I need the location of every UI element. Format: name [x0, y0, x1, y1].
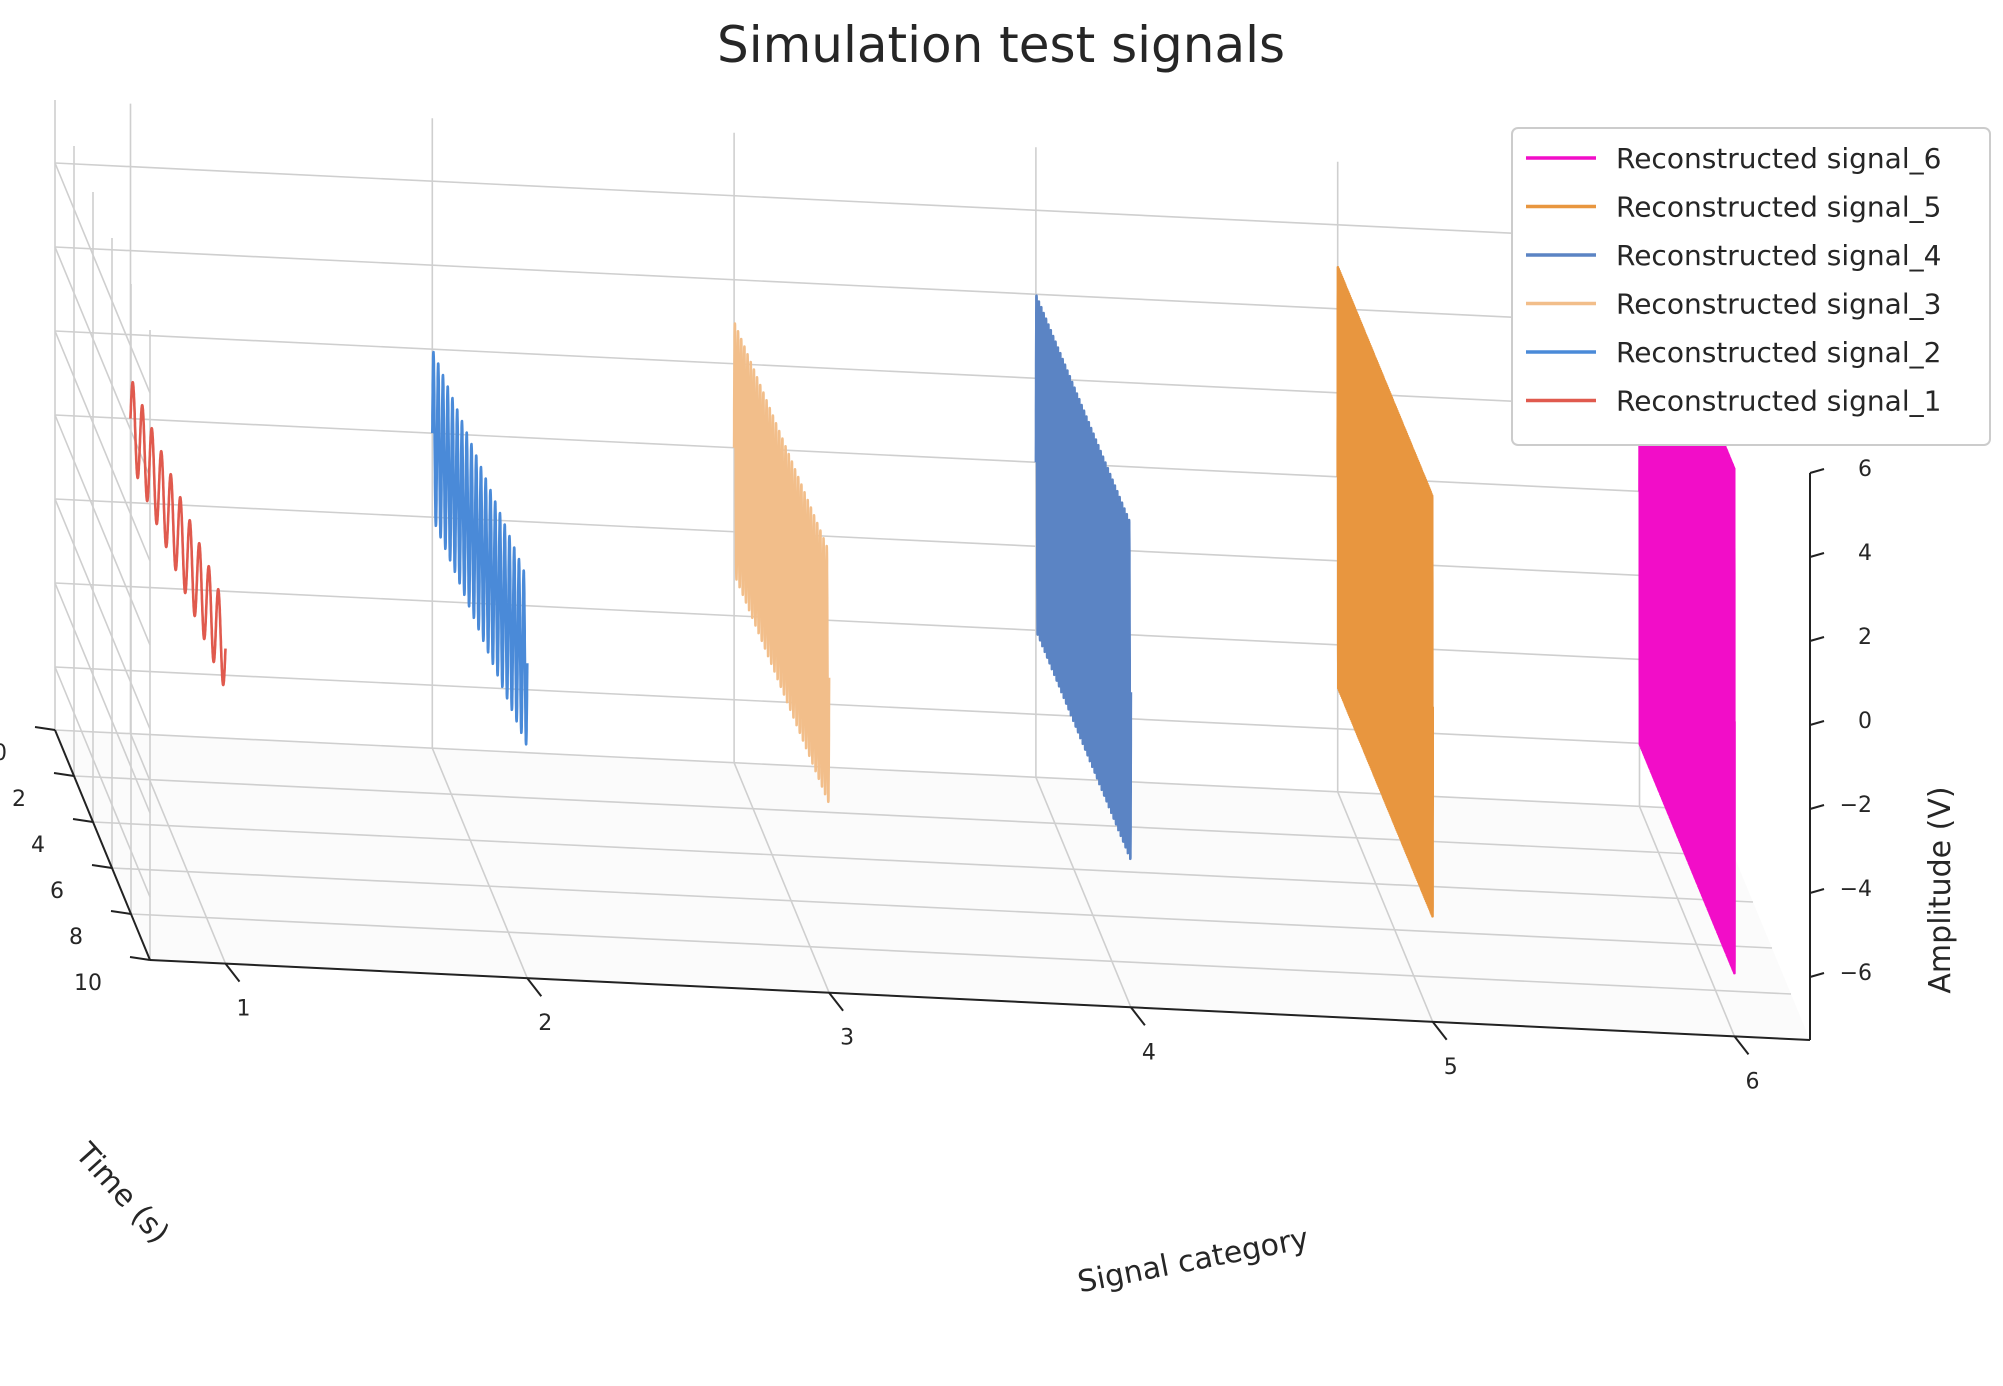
- z-tick-label: 2: [1858, 625, 1872, 650]
- x-tick: [224, 962, 241, 983]
- backwall-gridline-z: [54, 414, 1716, 496]
- floor-gridline-x: [1336, 791, 1434, 1023]
- y-tick-label: 8: [69, 925, 83, 950]
- x-tick: [526, 977, 543, 997]
- z-tick: [1809, 720, 1825, 726]
- sidewall-gridline-z: [54, 330, 151, 562]
- z-tick-label: −4: [1840, 877, 1872, 902]
- floor-gridline-y: [111, 867, 1773, 949]
- series-line-5: [1336, 266, 1434, 918]
- y-axis-label: Time (s): [68, 1136, 176, 1251]
- x-tick-label: 6: [1746, 1069, 1760, 1094]
- sidewall-gridline-z: [54, 666, 151, 898]
- backwall-gridline-z: [54, 162, 1716, 244]
- floor-gridline-y: [92, 821, 1754, 903]
- sidewall-gridline-z: [54, 414, 151, 646]
- axes-group: 12345602468106420−2−4−6: [0, 457, 1872, 1094]
- z-axis-label: Amplitude (V): [1923, 786, 1958, 993]
- z-tick-label: 0: [1858, 709, 1872, 734]
- floor-pane: [55, 730, 1810, 1040]
- chart-title: Simulation test signals: [717, 16, 1285, 74]
- y-tick: [110, 910, 132, 915]
- legend-label: Reconstructed signal_6: [1616, 142, 1941, 175]
- z-tick: [1809, 468, 1825, 474]
- floor-gridline-x: [1035, 776, 1132, 1008]
- legend-label: Reconstructed signal_3: [1616, 288, 1941, 321]
- backwall-gridline-z: [54, 246, 1716, 328]
- x-axis-label: Signal category: [1075, 1221, 1312, 1300]
- floor-gridline-x: [129, 733, 227, 964]
- z-tick-label: −6: [1840, 961, 1872, 986]
- x-axis-line: [149, 959, 1811, 1041]
- sidewall-gridline-z: [54, 498, 151, 730]
- sidewall-gridline-z: [54, 582, 151, 814]
- y-tick: [34, 726, 56, 731]
- z-tick-label: 6: [1858, 457, 1872, 482]
- legend: Reconstructed signal_6 Reconstructed sign…: [1511, 127, 1991, 446]
- y-tick: [129, 956, 151, 961]
- x-tick: [1130, 1006, 1146, 1026]
- series-line-1: [129, 380, 227, 687]
- legend-label: Reconstructed signal_2: [1616, 336, 1941, 369]
- x-tick: [1733, 1035, 1750, 1056]
- floor-gridline-y: [73, 775, 1735, 857]
- z-tick: [1809, 972, 1825, 978]
- x-tick-label: 2: [538, 1011, 552, 1036]
- floor-gridline-y: [130, 913, 1792, 995]
- z-tick-label: −2: [1840, 793, 1872, 818]
- floor-gridline-x: [733, 762, 830, 994]
- backwall-gridline-z: [54, 666, 1716, 748]
- y-tick: [91, 864, 113, 869]
- z-tick: [1809, 552, 1825, 558]
- legend-frame: [1511, 127, 1991, 446]
- y-tick-label: 2: [12, 787, 26, 812]
- y-axis-line: [54, 729, 151, 961]
- floor-gridline-y: [54, 729, 1716, 811]
- series-line-2: [431, 350, 529, 746]
- legend-label: Reconstructed signal_4: [1616, 239, 1941, 272]
- legend-label: Reconstructed signal_1: [1616, 385, 1941, 418]
- series-line-4: [1034, 294, 1133, 861]
- backwall-gridline-z: [54, 498, 1716, 580]
- x-tick: [828, 992, 844, 1012]
- y-tick-label: 10: [74, 971, 102, 996]
- x-tick-label: 4: [1142, 1040, 1156, 1065]
- axis-panes: [55, 730, 1810, 1040]
- y-tick-label: 0: [0, 741, 7, 766]
- y-tick: [72, 818, 94, 823]
- z-tick: [1809, 888, 1825, 894]
- legend-label: Reconstructed signal_5: [1616, 191, 1941, 224]
- z-tick: [1809, 636, 1825, 642]
- y-tick: [53, 772, 75, 777]
- x-tick-label: 5: [1444, 1055, 1458, 1080]
- x-tick: [1431, 1021, 1448, 1041]
- backwall-gridline-z: [54, 330, 1716, 412]
- x-tick-label: 3: [840, 1026, 854, 1051]
- y-tick-label: 4: [31, 833, 45, 858]
- y-tick-label: 6: [50, 879, 64, 904]
- x-tick-label: 1: [237, 997, 251, 1022]
- series-line-3: [732, 322, 831, 804]
- z-tick-label: 4: [1858, 541, 1872, 566]
- backwall-gridline-z: [54, 582, 1716, 664]
- floor-gridline-x: [431, 747, 529, 979]
- z-tick: [1809, 804, 1825, 810]
- sidewall-gridline-z: [54, 162, 151, 394]
- floor-gridline-x: [1638, 806, 1736, 1037]
